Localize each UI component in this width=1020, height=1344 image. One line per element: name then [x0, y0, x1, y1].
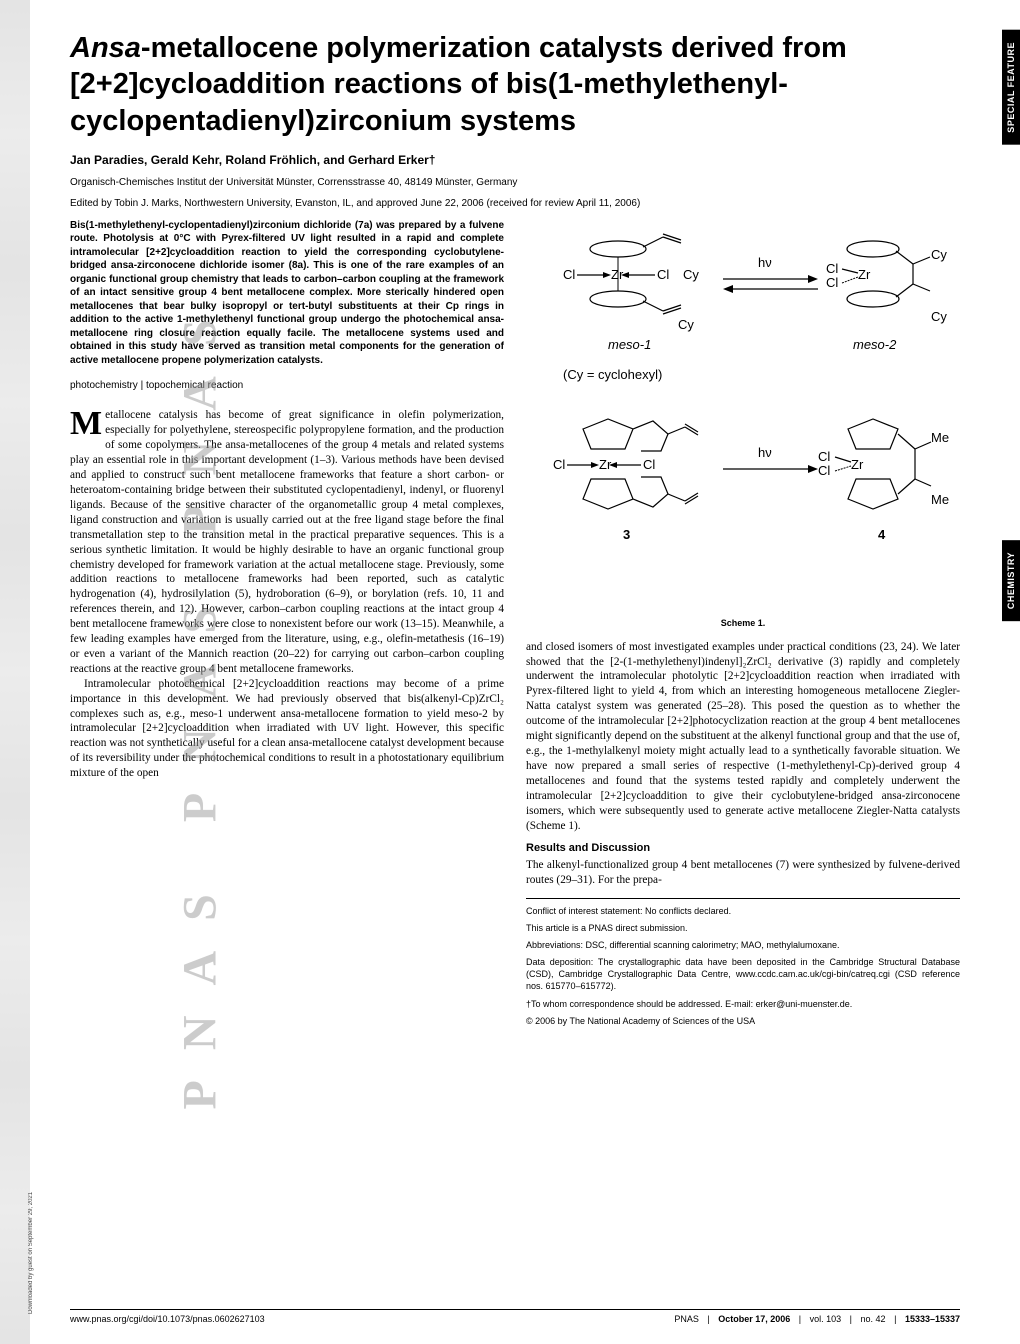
footer-journal: PNAS [674, 1314, 699, 1324]
download-note: Downloaded by guest on September 29, 202… [28, 1192, 34, 1314]
authors: Jan Paradies, Gerald Kehr, Roland Fröhli… [70, 153, 960, 167]
affiliation: Organisch-Chemisches Institut der Univer… [70, 177, 960, 188]
footnotes: Conflict of interest statement: No confl… [526, 898, 960, 1027]
label-cl: Cl [826, 275, 838, 290]
footnote-copyright: © 2006 by The National Academy of Scienc… [526, 1015, 960, 1027]
footer-doi: www.pnas.org/cgi/doi/10.1073/pnas.060262… [70, 1314, 265, 1324]
results-heading: Results and Discussion [526, 841, 960, 856]
footer-date: October 17, 2006 [718, 1314, 790, 1324]
label-hv: hν [758, 445, 772, 460]
scheme-caption: Scheme 1. [526, 618, 960, 630]
label-cy: Cy [931, 309, 947, 324]
scheme-svg: Cl Zr Cl Cy [533, 219, 953, 614]
body-paragraph-1: Metallocene catalysis has become of grea… [70, 408, 504, 676]
label-cy: Cy [683, 267, 699, 282]
footnote-abbrev: Abbreviations: DSC, differential scannin… [526, 939, 960, 951]
left-column: Bis(1-methylethenyl-cyclopentadienyl)zir… [70, 219, 504, 1032]
footnote-deposition: Data deposition: The crystallographic da… [526, 956, 960, 992]
label-cl: Cl [553, 457, 565, 472]
body-paragraph-4: The alkenyl-functionalized group 4 bent … [526, 858, 960, 888]
footnote-conflict: Conflict of interest statement: No confl… [526, 905, 960, 917]
label-cl: Cl [818, 463, 830, 478]
side-label-special-feature: SPECIAL FEATURE [1002, 30, 1020, 145]
label-zr: Zr [611, 267, 624, 282]
label-me: Me [931, 492, 949, 507]
label-4: 4 [878, 527, 886, 542]
label-3: 3 [623, 527, 630, 542]
label-cy: Cy [678, 317, 694, 332]
page-content: Ansa-metallocene polymerization catalyst… [0, 0, 1020, 1052]
label-zr: Zr [599, 457, 612, 472]
footnote-submission: This article is a PNAS direct submission… [526, 922, 960, 934]
label-cl: Cl [563, 267, 575, 282]
footer-citation: PNAS | October 17, 2006 | vol. 103 | no.… [674, 1314, 960, 1324]
label-cl: Cl [657, 267, 669, 282]
label-zr: Zr [858, 267, 871, 282]
label-hv: hν [758, 255, 772, 270]
keywords: photochemistry | topochemical reaction [70, 379, 504, 392]
side-label-chemistry: CHEMISTRY [1002, 540, 1020, 621]
abstract: Bis(1-methylethenyl-cyclopentadienyl)zir… [70, 219, 504, 368]
article-title: Ansa-metallocene polymerization catalyst… [70, 30, 960, 139]
right-column: Cl Zr Cl Cy [526, 219, 960, 1032]
label-cl: Cl [643, 457, 655, 472]
page-footer: www.pnas.org/cgi/doi/10.1073/pnas.060262… [70, 1309, 960, 1324]
footnote-correspondence: †To whom correspondence should be addres… [526, 998, 960, 1010]
body-paragraph-3: and closed isomers of most investigated … [526, 640, 960, 834]
dropcap: M [70, 408, 105, 439]
label-zr: Zr [851, 457, 864, 472]
p1-text: etallocene catalysis has become of great… [70, 409, 504, 674]
label-cl: Cl [818, 449, 830, 464]
footer-pages: 15333–15337 [905, 1314, 960, 1324]
label-meso1: meso-1 [608, 337, 651, 352]
scheme-1-figure: Cl Zr Cl Cy [526, 219, 960, 630]
footer-vol: vol. 103 [810, 1314, 842, 1324]
footer-no: no. 42 [861, 1314, 886, 1324]
label-me: Me [931, 430, 949, 445]
label-cy-note: (Cy = cyclohexyl) [563, 367, 662, 382]
label-cy: Cy [931, 247, 947, 262]
body-paragraph-2: Intramolecular photochemical [2+2]cycloa… [70, 677, 504, 781]
edited-by: Edited by Tobin J. Marks, Northwestern U… [70, 198, 960, 209]
pnas-watermark [0, 0, 30, 1344]
label-cl: Cl [826, 261, 838, 276]
label-meso2: meso-2 [853, 337, 897, 352]
